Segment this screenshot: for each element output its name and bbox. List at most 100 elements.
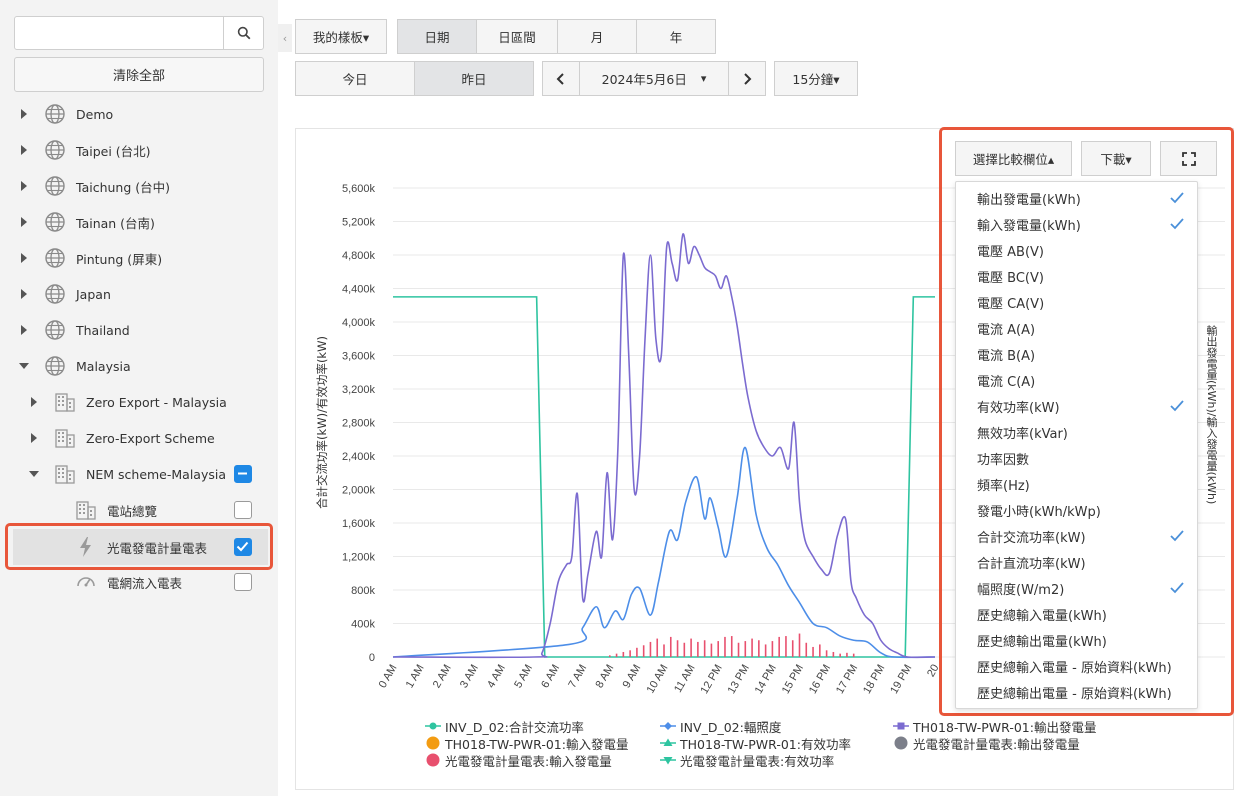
compare-field-option[interactable]: 電流 B(A): [956, 341, 1197, 367]
x-tick-label: 17 PM: [834, 663, 860, 697]
compare-field-option[interactable]: 輸出發電量(kWh): [956, 185, 1197, 211]
y-tick-label: 3,200k: [342, 384, 376, 396]
tab-month[interactable]: 月: [557, 19, 637, 54]
caret-right-icon[interactable]: [18, 324, 30, 336]
tree-node-checkbox[interactable]: [234, 538, 252, 556]
legend-item[interactable]: 光電發電計量電表:有效功率: [660, 752, 834, 769]
tab-date-range[interactable]: 日區間: [476, 19, 558, 54]
tree-node-label: Japan: [76, 286, 111, 302]
tree-node-taipei[interactable]: Taipei (台北): [0, 132, 278, 168]
legend-item[interactable]: INV_D_02:輻照度: [660, 718, 781, 735]
legend-label: TH018-TW-PWR-01:輸入發電量: [445, 736, 629, 752]
compare-field-option[interactable]: 幅照度(W/m2): [956, 575, 1197, 601]
tree-node-tainan[interactable]: Tainan (台南): [0, 204, 278, 240]
legend-item[interactable]: TH018-TW-PWR-01:輸出發電量: [893, 718, 1096, 735]
tab-year[interactable]: 年: [636, 19, 716, 54]
caret-right-icon[interactable]: [18, 252, 30, 264]
legend-item[interactable]: TH018-TW-PWR-01:有效功率: [660, 735, 851, 752]
legend-item[interactable]: INV_D_02:合計交流功率: [425, 718, 584, 735]
compare-field-option[interactable]: 功率因數: [956, 445, 1197, 471]
caret-right-icon[interactable]: [18, 216, 30, 228]
tree-node-label: Zero-Export Scheme: [86, 430, 215, 446]
tree-node-pintung[interactable]: Pintung (屏東): [0, 240, 278, 276]
select-compare-fields-button[interactable]: 選擇比較欄位▴: [955, 141, 1072, 176]
compare-field-option[interactable]: 電壓 CA(V): [956, 289, 1197, 315]
compare-field-option[interactable]: 電流 C(A): [956, 367, 1197, 393]
tree-node-taichung[interactable]: Taichung (台中): [0, 168, 278, 204]
y-tick-label: 4,800k: [342, 250, 376, 262]
tree-spacer: [49, 504, 61, 516]
compare-field-option[interactable]: 合計直流功率(kW): [956, 549, 1197, 575]
tab-date[interactable]: 日期: [397, 19, 477, 54]
legend-item[interactable]: 光電發電計量電表:輸出發電量: [893, 735, 1080, 752]
right-axis-label: 輸出發電量(kWh)/輸入發電量(kWh): [1205, 325, 1218, 505]
legend-label: INV_D_02:合計交流功率: [445, 719, 584, 735]
tree-node-node-11[interactable]: 電站總覽: [0, 492, 278, 528]
clear-all-button[interactable]: 清除全部: [14, 57, 264, 92]
caret-right-icon[interactable]: [18, 108, 30, 120]
y-tick-label: 2,000k: [342, 485, 376, 497]
y-tick-label: 3,600k: [342, 351, 376, 363]
compare-field-option[interactable]: 歷史總輸出電量 - 原始資料(kWh): [956, 679, 1197, 705]
x-tick-label: 1 AM: [404, 663, 427, 691]
download-button[interactable]: 下載▾: [1081, 141, 1151, 176]
compare-field-option[interactable]: 合計交流功率(kW): [956, 523, 1197, 549]
caret-down-icon[interactable]: [18, 360, 30, 372]
tree-node-node-13[interactable]: 電網流入電表: [0, 564, 278, 600]
globe-icon: [44, 175, 66, 197]
next-date-button[interactable]: [728, 61, 766, 96]
compare-field-option[interactable]: 歷史總輸出電量(kWh): [956, 627, 1197, 653]
search-button[interactable]: [223, 17, 264, 49]
compare-field-option[interactable]: 有效功率(kW): [956, 393, 1197, 419]
tree-node-zero-export-malaysia[interactable]: Zero Export - Malaysia: [0, 384, 278, 420]
tree-node-node-12[interactable]: 光電發電計量電表: [0, 529, 278, 565]
interval-dropdown[interactable]: 15分鐘▾: [774, 61, 858, 96]
search-input[interactable]: [15, 17, 223, 49]
globe-icon: [44, 103, 66, 125]
legend-item[interactable]: 光電發電計量電表:輸入發電量: [425, 752, 612, 769]
tree-node-japan[interactable]: Japan: [0, 276, 278, 312]
tree-node-checkbox[interactable]: [234, 465, 252, 483]
compare-field-option[interactable]: 輸入發電量(kWh): [956, 211, 1197, 237]
legend-item[interactable]: TH018-TW-PWR-01:輸入發電量: [425, 735, 629, 752]
compare-field-label: 電壓 AB(V): [977, 244, 1044, 260]
date-picker[interactable]: 2024年5月6日 ▾: [579, 61, 729, 96]
compare-fields-menu: 輸出發電量(kWh) 輸入發電量(kWh) 電壓 AB(V) 電壓 BC(V) 電壓 C…: [955, 181, 1198, 709]
today-button[interactable]: 今日: [295, 61, 415, 96]
tree-node-demo[interactable]: Demo: [0, 96, 278, 132]
tree-node-checkbox[interactable]: [234, 573, 252, 591]
prev-date-button[interactable]: [542, 61, 580, 96]
compare-field-option[interactable]: 歷史總輸入電量 - 原始資料(kWh): [956, 653, 1197, 679]
compare-field-option[interactable]: 發電小時(kWh/kWp): [956, 497, 1197, 523]
tree-spacer: [49, 541, 61, 553]
compare-field-option[interactable]: 電壓 BC(V): [956, 263, 1197, 289]
dashboard-template-dropdown[interactable]: 我的樣板▾: [295, 19, 387, 54]
caret-down-icon[interactable]: [28, 468, 40, 480]
caret-right-icon[interactable]: [28, 396, 40, 408]
building-icon: [54, 463, 76, 485]
tree-node-checkbox[interactable]: [234, 501, 252, 519]
compare-field-option[interactable]: 歷史總輸入電量(kWh): [956, 601, 1197, 627]
compare-field-option[interactable]: 電壓 AB(V): [956, 237, 1197, 263]
tree-node-thailand[interactable]: Thailand: [0, 312, 278, 348]
compare-field-label: 電流 C(A): [977, 374, 1036, 390]
tree-node-zero-export-scheme[interactable]: Zero-Export Scheme: [0, 420, 278, 456]
tree-node-label: NEM scheme-Malaysia: [86, 466, 227, 482]
caret-right-icon[interactable]: [28, 432, 40, 444]
x-tick-label: 5 AM: [512, 663, 535, 691]
compare-field-label: 發電小時(kWh/kWp): [977, 504, 1101, 520]
tree-node-nem-scheme-malaysia[interactable]: NEM scheme-Malaysia: [0, 456, 278, 492]
caret-right-icon[interactable]: [18, 144, 30, 156]
compare-field-option[interactable]: 無效功率(kVar): [956, 419, 1197, 445]
sidebar-collapse-button[interactable]: ‹: [278, 24, 292, 52]
compare-field-option[interactable]: 電流 A(A): [956, 315, 1197, 341]
caret-right-icon[interactable]: [18, 180, 30, 192]
yesterday-button[interactable]: 昨日: [414, 61, 534, 96]
x-tick-label: 7 AM: [566, 663, 589, 691]
caret-right-icon[interactable]: [18, 288, 30, 300]
compare-field-option[interactable]: 頻率(Hz): [956, 471, 1197, 497]
fullscreen-button[interactable]: [1160, 141, 1217, 176]
check-icon: [236, 541, 249, 552]
tree-node-malaysia[interactable]: Malaysia: [0, 348, 278, 384]
legend-marker-icon: [893, 722, 909, 730]
